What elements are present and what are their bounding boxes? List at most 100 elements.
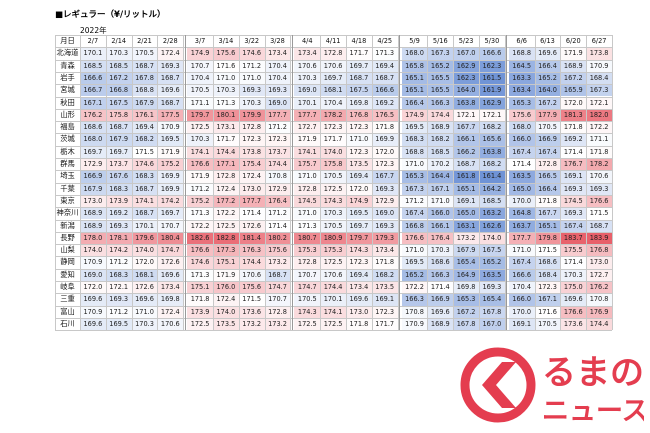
price-cell: 171.5 (131, 145, 158, 158)
price-cell: 168.9 (80, 219, 106, 232)
price-cell: 173.5 (371, 281, 398, 294)
grid-line (55, 35, 56, 331)
price-cell: 171.0 (294, 170, 321, 183)
price-cell: 167.7 (453, 121, 479, 134)
price-cell: 161.8 (453, 170, 479, 183)
price-cell: 173.2 (238, 317, 265, 331)
grid-line (55, 305, 612, 307)
price-cell: 171.6 (534, 305, 561, 318)
price-cell: 171.8 (560, 121, 587, 134)
price-cell: 169.2 (371, 96, 398, 109)
price-cell: 172.1 (105, 281, 132, 294)
price-cell: 170.7 (187, 59, 213, 72)
price-cell: 173.8 (586, 47, 612, 60)
price-cell: 174.4 (264, 158, 291, 171)
price-cell: 176.4 (264, 194, 291, 208)
date-header: 2/21 (137, 36, 152, 45)
price-cell: 165.8 (401, 59, 428, 72)
price-cell: 166.9 (427, 293, 454, 306)
price-cell: 173.4 (346, 281, 372, 294)
price-cell: 170.9 (80, 305, 106, 318)
price-cell: 169.1 (453, 194, 479, 208)
price-cell: 167.4 (534, 145, 561, 158)
price-cell: 173.7 (264, 145, 291, 158)
price-cell: 168.6 (427, 256, 454, 269)
price-cell: 164.4 (427, 170, 454, 183)
grid-line (55, 108, 612, 110)
price-cell: 166.0 (427, 207, 454, 220)
price-cell: 170.8 (401, 305, 428, 318)
price-cell: 172.5 (187, 121, 213, 134)
price-cell: 166.9 (534, 133, 561, 146)
price-cell: 176.4 (427, 231, 454, 245)
price-cell: 164.8 (508, 207, 535, 220)
grid-line (55, 293, 612, 294)
price-cell: 162.6 (479, 219, 505, 232)
price-cell: 168.2 (479, 121, 505, 134)
price-cell: 168.8 (401, 145, 428, 158)
price-cell: 172.0 (346, 182, 372, 195)
price-cell: 163.7 (508, 219, 535, 232)
price-cell: 169.2 (105, 207, 132, 220)
price-cell: 171.2 (105, 256, 132, 269)
price-cell: 171.1 (586, 133, 612, 146)
price-cell: 169.0 (371, 207, 398, 220)
price-cell: 170.9 (401, 317, 428, 331)
price-cell: 183.7 (560, 231, 587, 245)
price-cell: 169.1 (560, 170, 587, 183)
date-header: 6/27 (591, 36, 607, 45)
price-cell: 165.0 (508, 182, 535, 195)
month-separator (506, 35, 508, 331)
price-cell: 170.5 (131, 47, 158, 60)
price-cell: 171.3 (187, 207, 213, 220)
price-cell: 170.1 (131, 219, 158, 232)
price-cell: 166.3 (427, 96, 454, 109)
price-cell: 175.1 (187, 281, 213, 294)
price-cell: 173.4 (371, 244, 398, 257)
price-cell: 174.5 (560, 194, 587, 208)
price-cell: 169.7 (157, 207, 184, 220)
price-cell: 168.3 (401, 133, 428, 146)
logo-text-bottom: ニュース (542, 396, 644, 427)
price-cell: 165.2 (534, 71, 561, 85)
price-cell: 167.7 (371, 170, 398, 183)
price-cell: 170.5 (320, 170, 346, 183)
date-header: 3/22 (244, 36, 260, 45)
price-cell: 168.2 (371, 268, 398, 281)
grid-line (55, 194, 612, 196)
price-cell: 172.5 (320, 256, 346, 269)
price-cell: 175.1 (213, 256, 239, 269)
price-cell: 169.3 (105, 219, 132, 232)
grid-line (427, 35, 428, 331)
prefecture-label: 福島 (60, 122, 75, 132)
price-cell: 174.4 (213, 145, 239, 158)
price-cell: 171.7 (213, 133, 239, 146)
price-cell: 170.1 (80, 47, 106, 60)
price-cell: 168.2 (131, 133, 158, 146)
price-cell: 170.3 (105, 47, 132, 60)
price-cell: 169.3 (586, 182, 612, 195)
price-cell: 169.3 (371, 182, 398, 195)
price-cell: 168.7 (157, 71, 184, 85)
price-cell: 171.2 (401, 194, 428, 208)
price-cell: 172.2 (401, 281, 428, 294)
grid-line (55, 268, 612, 270)
price-cell: 164.0 (534, 84, 561, 97)
price-cell: 183.9 (586, 231, 612, 245)
price-cell: 169.7 (105, 145, 132, 158)
price-cell: 172.5 (320, 317, 346, 331)
price-cell: 170.4 (320, 96, 346, 109)
prefecture-label: 群馬 (60, 159, 75, 168)
price-cell: 168.0 (80, 133, 106, 146)
price-cell: 174.1 (294, 145, 321, 158)
prefecture-label: 秋田 (60, 97, 75, 107)
price-cell: 166.6 (80, 71, 106, 85)
price-cell: 173.1 (213, 121, 239, 134)
year-label: 2022年 (80, 26, 107, 35)
price-cell: 171.0 (401, 244, 428, 257)
price-cell: 165.2 (479, 256, 505, 269)
price-cell: 177.5 (157, 108, 184, 122)
price-cell: 180.2 (264, 231, 291, 245)
price-cell: 171.3 (187, 268, 213, 281)
price-cell: 165.2 (427, 59, 454, 72)
